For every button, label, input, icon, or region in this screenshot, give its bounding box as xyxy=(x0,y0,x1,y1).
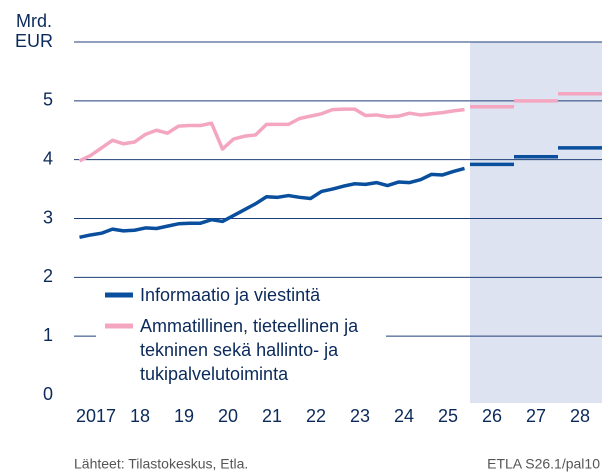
x-tick-label: 23 xyxy=(350,406,370,426)
y-tick-label: 3 xyxy=(43,207,53,227)
x-tick-label: 21 xyxy=(262,406,282,426)
legend-label: Ammatillinen, tieteellinen ja tekninen s… xyxy=(140,316,359,384)
y-tick-label: 0 xyxy=(43,384,53,404)
legend-box xyxy=(96,280,386,388)
chart-code: ETLA S26.1/pal10 xyxy=(487,456,600,472)
x-tick-label: 22 xyxy=(306,406,326,426)
y-tick-label: 2 xyxy=(43,266,53,286)
y-tick-label: 4 xyxy=(43,148,53,168)
series-line xyxy=(78,107,465,163)
x-tick-label: 27 xyxy=(526,406,546,426)
x-tick-label: 18 xyxy=(130,406,150,426)
series-line xyxy=(79,166,465,240)
y-unit: EUR xyxy=(15,31,53,51)
x-tick-label: 19 xyxy=(174,406,194,426)
x-tick-label: 26 xyxy=(482,406,502,426)
y-tick-label: 1 xyxy=(43,325,53,345)
y-tick-label: 5 xyxy=(43,90,53,110)
x-tick-label: 24 xyxy=(394,406,414,426)
x-tick-label: 28 xyxy=(570,406,590,426)
y-unit: Mrd. xyxy=(16,11,52,31)
source: Lähteet: Tilastokeskus, Etla. xyxy=(74,456,248,472)
x-tick-label: 2017 xyxy=(76,406,116,426)
x-tick-label: 25 xyxy=(438,406,458,426)
x-tick-label: 20 xyxy=(218,406,238,426)
forecast-shade xyxy=(470,42,602,403)
legend-label: Informaatio ja viestintä xyxy=(140,285,321,305)
